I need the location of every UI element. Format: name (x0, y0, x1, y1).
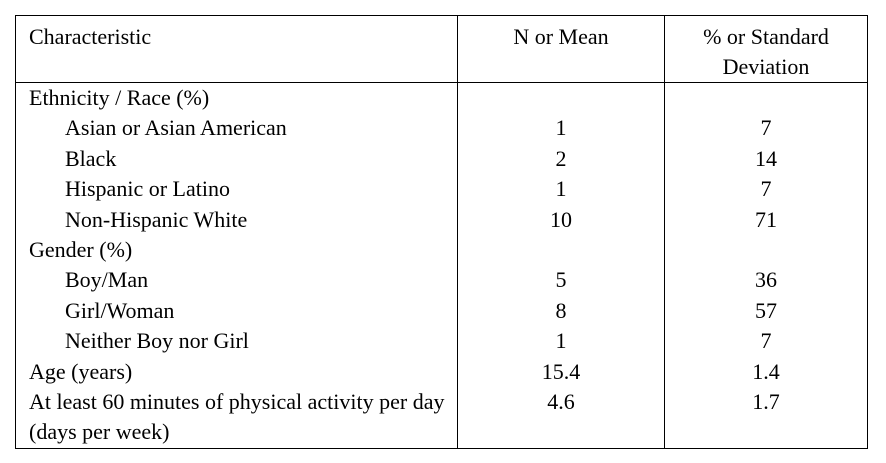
row-label: At least 60 minutes of physical activity… (15, 387, 458, 449)
pct-cell: 1.7 (664, 387, 868, 449)
table-row: Asian or Asian American 1 7 (15, 113, 868, 144)
table-row: At least 60 minutes of physical activity… (15, 387, 868, 449)
pct-cell (664, 235, 868, 266)
table-row: Ethnicity / Race (%) (15, 82, 868, 114)
row-label: Non-Hispanic White (15, 204, 458, 236)
pct-cell (664, 82, 868, 114)
row-label: Black (15, 143, 458, 175)
header-row: Characteristic N or Mean % or Standard D… (15, 15, 868, 83)
n-cell (457, 82, 665, 114)
pct-cell: 7 (664, 326, 868, 357)
row-label: Hispanic or Latino (15, 174, 458, 205)
table-row: Gender (%) (15, 235, 868, 266)
header-cell: Characteristic (15, 15, 458, 83)
n-cell (457, 235, 665, 266)
pct-cell: 7 (664, 113, 868, 144)
table-row: Hispanic or Latino 1 7 (15, 174, 868, 205)
n-cell: 4.6 (457, 387, 665, 449)
pct-cell: 7 (664, 174, 868, 205)
n-cell: 10 (457, 204, 665, 236)
row-label: Asian or Asian American (15, 113, 458, 144)
table-row: Boy/Man 5 36 (15, 265, 868, 296)
n-cell: 8 (457, 295, 665, 327)
pct-cell: 1.4 (664, 356, 868, 388)
table-row: Girl/Woman 8 57 (15, 295, 868, 327)
table-header: Characteristic N or Mean % or Standard D… (15, 15, 868, 83)
n-cell: 1 (457, 326, 665, 357)
row-label: Girl/Woman (15, 295, 458, 327)
row-label: Boy/Man (15, 265, 458, 296)
pct-cell: 14 (664, 143, 868, 175)
n-cell: 2 (457, 143, 665, 175)
table-row: Age (years) 15.4 1.4 (15, 356, 868, 388)
pct-cell: 71 (664, 204, 868, 236)
pct-cell: 57 (664, 295, 868, 327)
header-cell: N or Mean (457, 15, 665, 83)
table-row: Non-Hispanic White 10 71 (15, 204, 868, 236)
table-row: Neither Boy nor Girl 1 7 (15, 326, 868, 357)
n-cell: 1 (457, 113, 665, 144)
n-cell: 1 (457, 174, 665, 205)
row-label: Neither Boy nor Girl (15, 326, 458, 357)
data-table: Characteristic N or Mean % or Standard D… (15, 15, 868, 449)
table-body: Ethnicity / Race (%) Asian or Asian Ameri… (15, 82, 868, 449)
n-cell: 15.4 (457, 356, 665, 388)
row-label: Age (years) (15, 356, 458, 388)
header-cell: % or Standard Deviation (664, 15, 868, 83)
row-label: Gender (%) (15, 235, 458, 266)
table-row: Black 2 14 (15, 143, 868, 175)
row-label: Ethnicity / Race (%) (15, 82, 458, 114)
n-cell: 5 (457, 265, 665, 296)
pct-cell: 36 (664, 265, 868, 296)
